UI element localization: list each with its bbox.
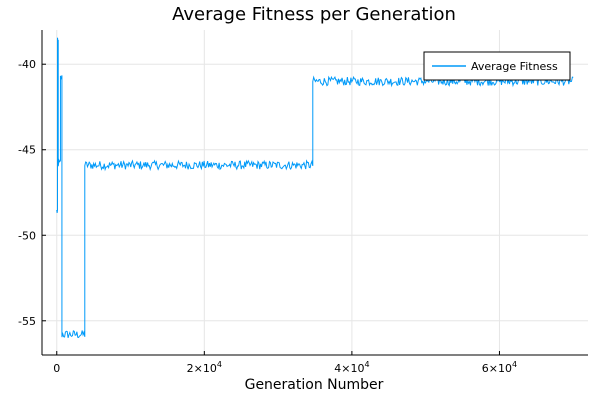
x-tick-label: 6×104: [482, 360, 517, 375]
legend: Average Fitness: [423, 51, 571, 81]
x-tick-label: 4×104: [334, 360, 369, 375]
x-tick-label: 0: [53, 362, 60, 375]
y-tick-label: -45: [18, 144, 36, 157]
x-axis-label: Generation Number: [245, 377, 384, 393]
x-tick-exponent: 4: [512, 360, 517, 369]
x-tick-exponent: 4: [364, 360, 369, 369]
chart-title: Average Fitness per Generation: [172, 4, 456, 25]
y-tick-label: -50: [18, 229, 36, 242]
x-tick-exponent: 4: [217, 360, 222, 369]
x-tick-label: 2×104: [187, 360, 222, 375]
y-tick-label: -40: [18, 58, 36, 71]
legend-label: Average Fitness: [471, 60, 558, 73]
y-tick-label: -55: [18, 315, 36, 328]
y-ticks: -40 -45 -50 -55: [18, 58, 46, 328]
grid-lines: [42, 30, 588, 355]
x-ticks: 0 2×104 4×104 6×104: [53, 351, 517, 375]
